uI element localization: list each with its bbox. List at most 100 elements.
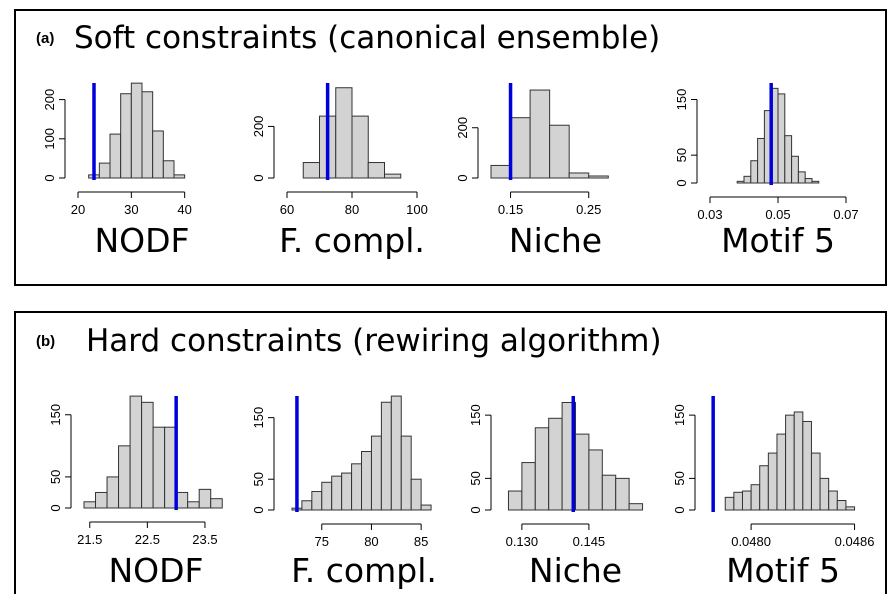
panel-b-niche-y-tick-label-1: 50 [468, 471, 483, 485]
panel-b-f-compl-bar-1 [301, 500, 313, 511]
panel-b-niche-bar-0 [507, 490, 523, 511]
panel-a-nodf-x-tick-label-0: 20 [71, 202, 85, 217]
panel-b-motif-5-bar-9 [802, 420, 812, 511]
panel-b-f-compl-bar-4 [331, 475, 343, 511]
panel-b-motif-5-y-tick-label-1: 50 [672, 471, 687, 485]
panel-a-niche-bar-0 [490, 164, 512, 179]
panel-b-nodf-bar-0 [83, 501, 97, 509]
panel-a-motif-5-metric-label: Motif 5 [721, 221, 835, 260]
panel-b-motif-5-bar-4 [759, 465, 769, 511]
panel-b-motif-5-bar-3 [750, 484, 761, 511]
panel-a-f-compl-bar-5 [384, 173, 402, 179]
panel-b-niche-bar-2 [534, 427, 550, 511]
panel-a-nodf-y-tick-label-0: 0 [42, 174, 57, 181]
panel-b-f-compl-bar-10 [390, 395, 402, 511]
panel-a-niche-y-tick-label-0: 0 [455, 174, 470, 181]
panel-a-f-compl-histogram: 60 80 100 0 200 F. compl. [251, 83, 428, 260]
panel-a-nodf-bar-3 [109, 133, 122, 179]
panel-b-motif-5-bar-13 [836, 500, 847, 511]
panel-a-motif-5-bar-6 [777, 93, 786, 184]
panel-a-motif-5-bar-9 [797, 171, 806, 184]
panel-b-f-compl-y-tick-label-2: 150 [251, 407, 266, 429]
panel-a-f-compl-bar-2 [335, 87, 353, 179]
panel-b-f-compl-bar-5 [341, 472, 353, 511]
panel-b-niche-metric-label: Niche [529, 551, 622, 590]
panel-a-nodf-histogram: 20 30 40 0 100 200 NODF [42, 82, 192, 260]
panel-b-nodf-x-tick-label-2: 23.5 [192, 532, 217, 547]
panel-b-nodf-x-tick-label-1: 22.5 [135, 532, 160, 547]
panel-a-niche-y-tick-label-1: 200 [455, 117, 470, 139]
panel-a-motif-5-bar-0 [736, 180, 745, 184]
panel-b-nodf-metric-label: NODF [108, 551, 203, 590]
panel-a-nodf-bar-9 [173, 174, 186, 179]
panel-b-nodf-bar-10 [198, 488, 212, 509]
panel-b-motif-5-bar-8 [793, 411, 804, 511]
panel-b-niche-bar-1 [521, 462, 536, 511]
panel-b-nodf-bar-9 [187, 501, 200, 509]
panel-a-motif-5-y-tick-label-1: 50 [674, 148, 689, 162]
panel-a-niche-x-tick-label-0: 0.15 [498, 202, 523, 217]
panel-a-motif-5-y-tick-label-2: 150 [674, 89, 689, 111]
panel-b-niche-bar-8 [615, 477, 630, 511]
panel-a-f-compl-y-tick-label-1: 200 [251, 116, 266, 138]
panel-b-title: Hard constraints (rewiring algorithm) [86, 323, 662, 359]
panel-b-f-compl-bar-6 [351, 463, 363, 511]
panel-b-letter: (b) [36, 333, 55, 350]
panel-b-nodf-x-tick-label-0: 21.5 [77, 532, 102, 547]
panel-a-nodf-x-tick-label-1: 30 [124, 202, 138, 217]
panel-a-niche-bar-1 [510, 117, 531, 179]
panel-a-f-compl-y-tick-label-0: 0 [251, 174, 266, 181]
panel-b-f-compl-bar-9 [380, 401, 392, 511]
panel-a-motif-5-x-tick-label-2: 0.07 [833, 207, 858, 222]
panel-a-motif-5-bar-10 [804, 178, 813, 184]
panel-a-niche-bar-2 [529, 89, 551, 179]
panel-a-nodf-metric-label: NODF [94, 221, 189, 260]
panel-a-niche-bar-3 [549, 124, 570, 179]
panel-a-niche-x-tick-label-1: 0.25 [576, 202, 601, 217]
panel-b-f-compl-x-tick-label-2: 85 [414, 534, 428, 549]
panel-b-niche-x-tick-label-1: 0.145 [573, 534, 606, 549]
panel-b-motif-5-y-tick-label-2: 150 [672, 404, 687, 426]
panel-b-nodf-bar-1 [95, 491, 108, 509]
panel-b-motif-5-y-tick-label-0: 0 [672, 506, 687, 513]
panel-a-motif-5-bar-8 [791, 155, 799, 184]
panel-a-niche-bar-5 [588, 175, 609, 179]
panel-b-motif-5-bar-10 [810, 452, 821, 511]
panel-b-nodf-bar-6 [152, 426, 166, 509]
panel-a-frame [14, 9, 887, 286]
panel-b-nodf-bar-4 [129, 395, 143, 509]
panel-b-motif-5-x-tick-label-1: 0.0486 [835, 534, 875, 549]
panel-b-niche-y-tick-label-2: 150 [468, 404, 483, 426]
panel-b-nodf-y-tick-label-1: 50 [48, 470, 63, 484]
panel-b-motif-5-bar-7 [785, 414, 795, 511]
panel-b-motif-5-bar-12 [828, 490, 838, 511]
panel-b-f-compl-bar-11 [400, 435, 412, 511]
panel-b-motif-5-bar-1 [733, 491, 743, 511]
panel-a-f-compl-bar-3 [351, 115, 369, 179]
panel-a-niche-histogram: 0.15 0.25 0 200 Niche [455, 83, 609, 260]
panel-b-motif-5-bar-5 [767, 452, 778, 511]
panel-b-f-compl-x-tick-label-1: 80 [364, 534, 378, 549]
panel-b-nodf-histogram: 21.5 22.5 23.5 0 50 150 NODF [48, 395, 223, 590]
panel-b-niche-y-tick-label-0: 0 [468, 506, 483, 513]
panel-b-motif-5-bar-2 [741, 490, 752, 511]
panel-a-niche-bar-4 [568, 172, 590, 179]
panel-a-nodf-y-tick-label-2: 200 [42, 89, 57, 111]
panel-b-motif-5-bar-0 [724, 496, 735, 511]
panel-b-f-compl-bar-12 [410, 478, 422, 511]
panel-a-motif-5-x-tick-label-1: 0.05 [765, 207, 790, 222]
panel-b-niche-bar-6 [588, 449, 603, 511]
panel-a-motif-5-bar-3 [757, 137, 765, 184]
panel-b-nodf-bar-11 [210, 498, 223, 509]
panel-a-f-compl-metric-label: F. compl. [279, 221, 425, 260]
panel-b-niche-x-tick-label-0: 0.130 [506, 534, 539, 549]
panel-b-f-compl-metric-label: F. compl. [291, 551, 437, 590]
panel-b-motif-5-metric-label: Motif 5 [726, 551, 840, 590]
panel-b-f-compl-y-tick-label-0: 0 [251, 506, 266, 513]
panel-b-nodf-bar-2 [106, 476, 120, 509]
panel-a-nodf-bar-7 [152, 130, 164, 179]
panel-a-motif-5-bar-7 [784, 135, 793, 184]
panel-b-f-compl-bar-7 [361, 451, 372, 511]
panel-b-motif-5-bar-6 [776, 433, 787, 511]
